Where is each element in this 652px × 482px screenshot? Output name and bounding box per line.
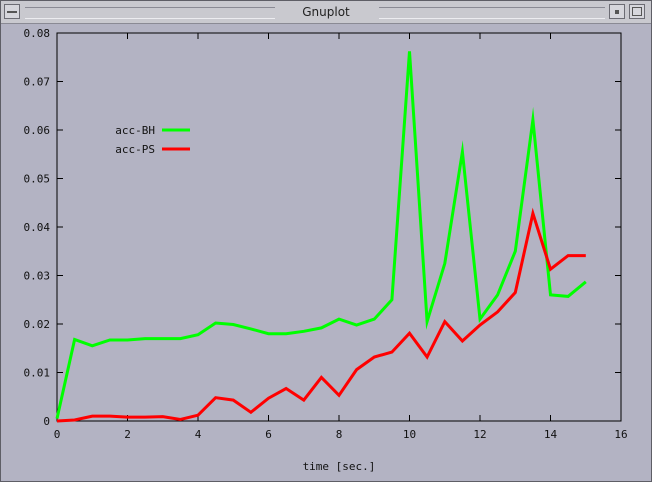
y-axis: 0 0.01 0.02 0.03 0.04 0.05 0.06 0.07 0.08 (24, 27, 621, 428)
y-tick-label: 0.01 (24, 367, 51, 380)
x-tick-label: 10 (403, 428, 416, 441)
window-menu-button[interactable] (4, 4, 20, 19)
legend-label: acc-PS (115, 143, 155, 156)
x-tick-label: 14 (544, 428, 558, 441)
legend-label: acc-BH (115, 124, 155, 137)
window-title: Gnuplot (302, 5, 350, 19)
maximize-button[interactable] (629, 4, 645, 19)
x-tick-label: 12 (473, 428, 486, 441)
x-tick-label: 0 (54, 428, 61, 441)
y-tick-label: 0.04 (24, 221, 51, 234)
x-tick-label: 16 (614, 428, 627, 441)
y-tick-label: 0.08 (24, 27, 51, 40)
series-line-acc-bh (55, 51, 587, 419)
x-tick-label: 6 (265, 428, 272, 441)
series-group (55, 51, 587, 423)
legend: acc-BH acc-PS (115, 124, 190, 156)
x-axis-label: time [sec.] (303, 460, 376, 473)
x-axis: 0 2 4 6 8 10 12 14 16 (54, 33, 628, 441)
x-tick-label: 4 (195, 428, 202, 441)
y-tick-label: 0.05 (24, 173, 51, 186)
title-bar-groove-left (25, 7, 275, 19)
y-tick-label: 0.02 (24, 318, 51, 331)
minimize-button[interactable] (609, 4, 625, 19)
y-tick-label: 0.03 (24, 270, 51, 283)
x-tick-label: 8 (336, 428, 343, 441)
x-tick-label: 2 (124, 428, 131, 441)
series-line-acc-ps (56, 207, 586, 423)
title-bar-groove-right (379, 7, 605, 19)
title-bar[interactable]: Gnuplot (1, 1, 651, 24)
y-tick-label: 0.07 (24, 76, 51, 89)
y-tick-label: 0 (43, 415, 50, 428)
y-tick-label: 0.06 (24, 124, 51, 137)
